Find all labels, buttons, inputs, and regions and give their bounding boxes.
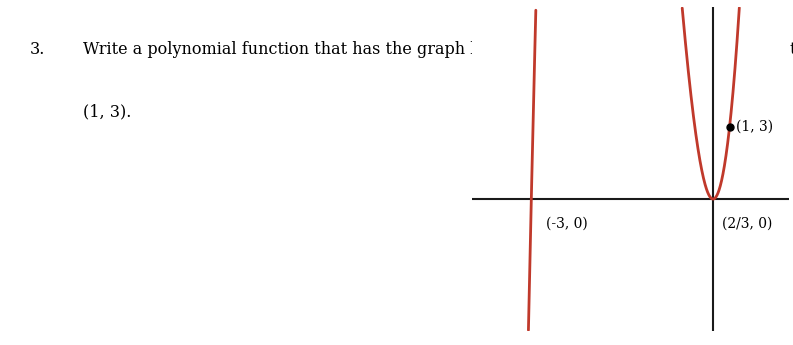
Text: (-3, 0): (-3, 0)	[546, 217, 588, 231]
Text: 3.: 3.	[30, 41, 45, 58]
Text: Write a polynomial function that has the graph below, with the given roots and p: Write a polynomial function that has the…	[83, 41, 793, 58]
Text: (1, 3).: (1, 3).	[83, 104, 132, 120]
Text: (2/3, 0): (2/3, 0)	[722, 217, 772, 231]
Text: (1, 3): (1, 3)	[735, 120, 772, 134]
